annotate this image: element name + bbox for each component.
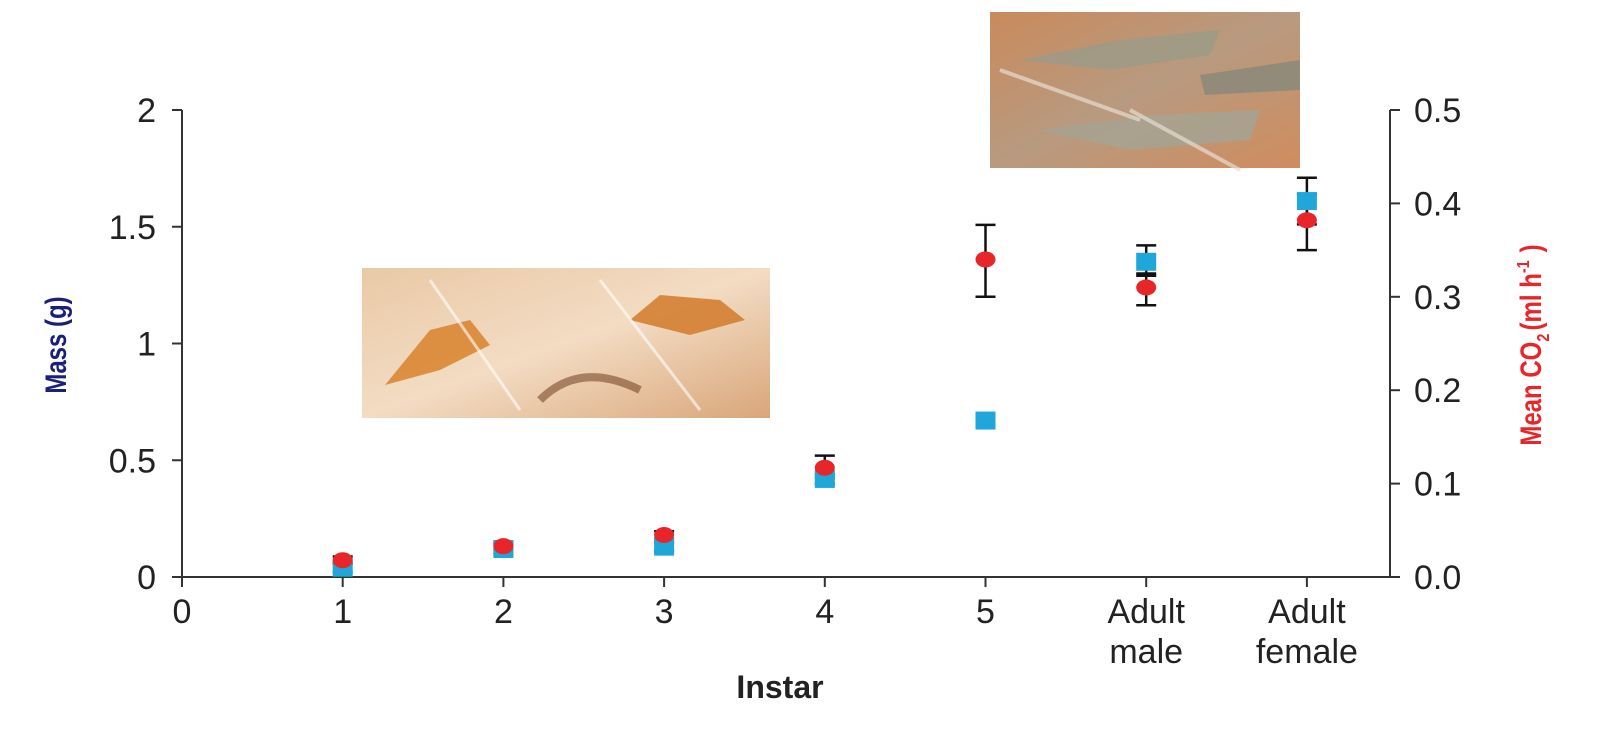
x-tick-label: female xyxy=(1256,633,1358,671)
mass-point xyxy=(654,537,675,556)
right-y-title-main: Mean CO xyxy=(1513,342,1547,446)
x-axis-title: Instar xyxy=(736,669,823,705)
right-y-title-unit: (ml h xyxy=(1513,273,1547,330)
x-tick-label: 3 xyxy=(655,593,674,631)
co2-point xyxy=(814,459,835,476)
x-tick-label: Adult xyxy=(1107,593,1185,631)
left-y-tick-label: 0 xyxy=(137,559,156,597)
co2-point xyxy=(654,526,675,543)
x-tick-label: 5 xyxy=(976,593,995,631)
co2-point xyxy=(1296,212,1317,229)
left-y-tick-label: 2 xyxy=(137,92,156,130)
x-tick-label: 0 xyxy=(173,593,192,631)
x-tick-label: 2 xyxy=(494,593,513,631)
left-y-tick-label: 1.5 xyxy=(109,209,156,247)
co2-point xyxy=(975,251,996,268)
right-y-tick-label: 0.3 xyxy=(1414,279,1461,317)
co2-point xyxy=(332,552,353,569)
co2-point xyxy=(493,538,514,555)
right-y-tick-label: 0.1 xyxy=(1414,466,1461,504)
mass-point xyxy=(1136,252,1157,271)
x-tick-label: Adult xyxy=(1268,593,1346,631)
right-y-tick-label: 0.4 xyxy=(1414,185,1461,223)
x-tick-label: 1 xyxy=(333,593,352,631)
left-y-tick-label: 1 xyxy=(137,326,156,364)
co2-point xyxy=(1136,279,1157,296)
right-y-axis-title: Mean CO2 (ml h-1) xyxy=(1513,244,1553,445)
right-y-title-sup: -1 xyxy=(1514,260,1534,273)
x-tick-label: 4 xyxy=(815,593,834,631)
left-y-tick-label: 0.5 xyxy=(109,442,156,480)
right-y-tick-label: 0.0 xyxy=(1414,559,1461,597)
right-y-title-sub: 2 xyxy=(1534,334,1554,342)
nymph-locusts-photo xyxy=(362,268,770,418)
mass-point xyxy=(975,411,996,430)
right-y-title-close: ) xyxy=(1513,244,1547,252)
right-y-tick-label: 0.5 xyxy=(1414,92,1461,130)
x-tick-label: male xyxy=(1109,633,1183,671)
right-y-tick-label: 0.2 xyxy=(1414,372,1461,410)
left-y-axis-title: Mass (g) xyxy=(38,296,72,393)
mass-point xyxy=(1296,192,1317,211)
adult-locusts-photo xyxy=(990,12,1300,172)
